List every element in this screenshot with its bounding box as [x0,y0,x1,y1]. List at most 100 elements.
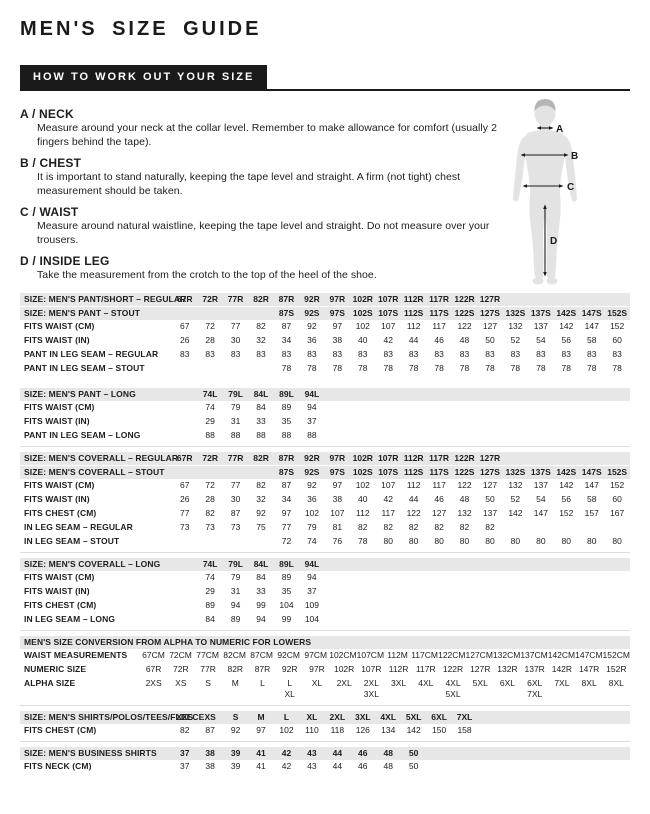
size-table-alpha-numeric-conversion: MEN'S SIZE CONVERSION FROM ALPHA TO NUME… [20,635,630,700]
table-cell: 142 [508,507,523,518]
table-cell: 102 [355,479,370,490]
table-separator [20,445,630,447]
table-cell: 48 [459,493,470,504]
table-cell: 78 [408,362,419,373]
table-cell: 4XL 5XL [445,677,461,699]
table-cell: 83 [561,348,572,359]
table-cell: 34 [281,493,292,504]
table-cell: 137S [530,466,551,477]
table-cell: 74 [205,401,215,412]
table-cell: 92R [304,293,320,304]
table-cell: 94L [304,388,320,399]
table-cell: 137CM [520,649,548,660]
table-cell: 97R [309,663,325,674]
table-cell: 48 [383,747,393,758]
table-row-label: NUMERIC SIZE [24,664,87,674]
table-cell: 76 [332,535,343,546]
table-row-label: SIZE: MEN'S SHIRTS/POLOS/TEES/FLEECE [24,712,205,722]
table-row-label: FITS CHEST (CM) [24,600,97,610]
measure-instructions-section: A / NECK Measure around your neck at the… [20,99,630,285]
instruction-chest: B / CHEST It is important to stand natur… [20,156,520,198]
table-cell: 88 [256,429,266,440]
table-header-row: SIZE: MEN'S COVERALL – REGULAR 67R 72R 77R 8… [20,451,630,465]
instructions-list: A / NECK Measure around your neck at the… [20,107,520,283]
table-cell: 102 [304,507,319,518]
table-cell: 75 [256,521,266,532]
table-row-label: FITS CHEST (CM) [24,725,97,735]
table-cell: 127 [482,479,498,490]
table-cell: 82 [179,724,190,735]
table-cell: 77 [230,320,241,331]
table-cell: 112R [388,663,409,674]
table-row-label: IN LEG SEAM – STOUT [24,536,120,546]
table-header-row: SIZE: MEN'S PANT – LONG 74L 79L 84L 89L 94L [20,387,630,401]
label-d: D [550,236,557,247]
table-cell: 117S [429,466,449,477]
table-cell: 147 [584,320,599,331]
table-cell: 78 [358,535,368,546]
table-cell: 117S [429,307,449,318]
table-cell: 83 [434,348,444,359]
table-row: FITS WAIST (IN) 29 31 33 35 37 [20,586,630,597]
instruction-text: It is important to stand naturally, keep… [37,171,461,197]
table-cell: 82 [256,320,266,331]
table-cell: 97 [332,320,343,331]
instruction-heading: B / CHEST [20,156,82,170]
table-cell: 46 [434,493,444,504]
table-cell: 87R [278,293,295,304]
table-cell: 87CM [250,649,273,660]
table-cell: 147 [533,507,548,518]
table-row-label: IN LEG SEAM – REGULAR [24,522,133,532]
table-cell: 7XL [456,711,473,722]
table-cell: 82CM [223,649,246,660]
table-cell: 88 [281,429,292,440]
table-cell: 127R [470,663,491,674]
table-row: FITS CHEST (CM) 77 82 87 92 97 102 107 112 117 122… [20,508,630,519]
table-cell: 97S [329,466,345,477]
table-cell: 117 [432,479,446,490]
table-row: NUMERIC SIZE 67R 72R 77R 82R 87R 92R 97R 102R 107… [20,664,630,675]
table-cell: 79L [228,558,243,569]
table-cell: 99 [281,613,292,624]
table-header-row: SIZE: MEN'S PANT/SHORT – REGULAR 67R 72R 77… [20,292,630,306]
table-cell: 82 [383,521,393,532]
table-row-label: FITS WAIST (CM) [24,402,95,412]
table-cell: 38 [332,493,343,504]
table-cell: 89L [279,558,294,569]
table-row: FITS CHEST (CM) 89 94 99 104 109 [20,600,630,611]
table-cell: M [231,677,239,688]
table-cell: 80 [434,535,444,546]
table-cell: 82R [253,293,269,304]
table-cell: 83 [307,348,317,359]
table-cell: 147S [581,466,602,477]
table-cell: 67R [176,452,193,463]
table-cell: 132CM [492,649,521,660]
table-cell: 79 [307,521,317,532]
table-row: FITS WAIST (IN) 26 28 30 32 34 36 38 40 42 44 46 48 5… [20,335,630,346]
table-cell: 97S [329,307,345,318]
table-cell: 56 [561,334,572,345]
table-cell: 42 [383,493,393,504]
table-row: FITS CHEST (CM) 82 87 92 97 102 110 118 126 134 14… [20,725,630,736]
table-cell: L XL [284,677,295,699]
table-cell: 80 [510,535,521,546]
table-cell: 142 [559,479,574,490]
table-row: FITS WAIST (CM) 67 72 77 82 87 92 97 102 107 112 11… [20,321,630,332]
table-cell: 152 [610,479,625,490]
table-cell: 80 [485,535,495,546]
table-cell: 82 [434,521,444,532]
table-cell: 82 [205,507,215,518]
table-cell: 83 [612,348,622,359]
table-cell: 107S [378,307,399,318]
table-cell: 83 [408,348,419,359]
table-cell: 117R [429,452,450,463]
table-row: ALPHA SIZE 2XS XS S M L L XL XL 2XL 2XL 3XL 3XL 4XL… [20,678,630,700]
table-cell: 82R [227,663,244,674]
table-cell: 77 [179,507,190,518]
table-cell: 72R [173,663,189,674]
table-cell: 67R [176,293,193,304]
body-silhouette-graphic [512,99,578,285]
table-cell: 107R [361,663,382,674]
table-cell: XXS [176,711,194,722]
label-a: A [556,124,563,135]
